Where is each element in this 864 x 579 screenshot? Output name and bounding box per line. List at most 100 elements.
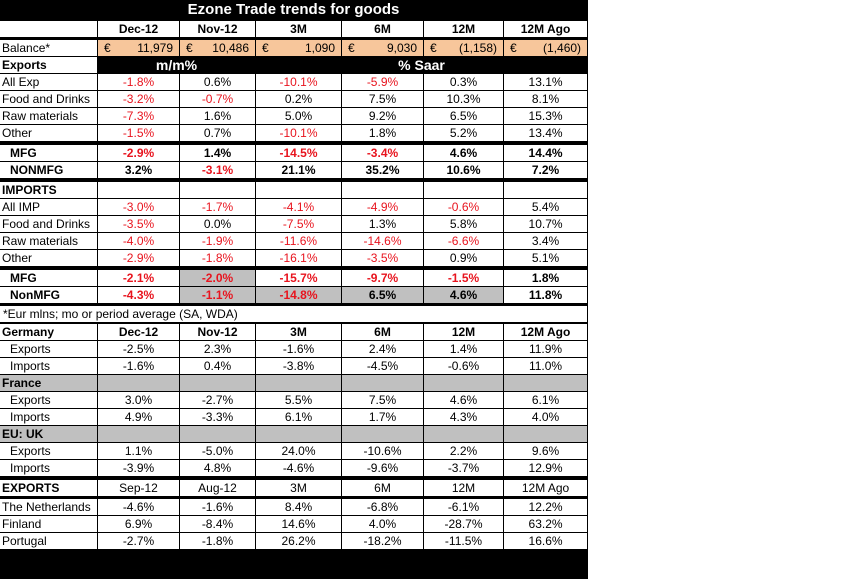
value-cell: 3.0% [98,392,180,409]
value-cell: -3.2% [98,91,180,108]
currency-symbol: € [430,41,437,55]
header-cell: 12M Ago [504,21,589,40]
balance-label: Balance* [0,40,98,57]
table-row: Exports 3.0% -2.7% 5.5% 7.5% 4.6% 6.1% [0,392,589,409]
currency-symbol: € [262,41,269,55]
value-cell: 13.1% [504,74,589,91]
row-label: Exports [0,392,98,409]
value-cell: 6.1% [256,409,342,426]
row-label: All IMP [0,199,98,216]
country-rows: Germany Dec-12 Nov-12 3M 6M 12M 12M Ago Exports… [0,324,589,477]
value-cell: -9.7% [342,267,424,287]
value-cell: -3.9% [98,460,180,477]
value-cell: -2.9% [98,250,180,267]
value-cell: -28.7% [424,516,504,533]
country-header-row: France [0,375,589,392]
currency-symbol: € [104,41,111,55]
value-cell: 12.2% [504,499,589,516]
table-row: Finland 6.9% -8.4% 14.6% 4.0% -28.7% 63.2% [0,516,589,533]
exports2-header-row: EXPORTS Sep-12 Aug-12 3M 6M 12M 12M Ago [0,477,589,499]
value-cell: 1.8% [342,125,424,142]
row-label: Exports [0,341,98,358]
table-row: Imports 4.9% -3.3% 6.1% 1.7% 4.3% 4.0% [0,409,589,426]
exports2-rows: The Netherlands -4.6% -1.6% 8.4% -6.8% -6.1% 1… [0,499,589,550]
value-cell: 6.5% [424,108,504,125]
table-row: Portugal -2.7% -1.8% 26.2% -18.2% -11.5% 16.6% [0,533,589,550]
value-cell: 10.6% [424,162,504,179]
row-label: MFG [0,142,98,162]
value-cell: 9.6% [504,443,589,460]
value-cell: 8.4% [256,499,342,516]
header-cell: Dec-12 [98,21,180,40]
currency-symbol: € [348,41,355,55]
value-cell: 21.1% [256,162,342,179]
value-cell: 16.6% [504,533,589,550]
value-cell: 14.6% [256,516,342,533]
exports-label: Exports [0,57,98,74]
value-cell: 11.8% [504,287,589,304]
value-cell: 0.4% [180,358,256,375]
value-cell: 8.1% [504,91,589,108]
value-cell: -0.6% [424,199,504,216]
value-cell: 26.2% [256,533,342,550]
balance-value: 11,979 [137,41,173,55]
header-cell: 6M [342,477,424,499]
row-label: Raw materials [0,233,98,250]
value-cell: -14.8% [256,287,342,304]
value-cell: -15.7% [256,267,342,287]
imports-label: IMPORTS [0,179,98,199]
value-cell: 4.6% [424,392,504,409]
value-cell: 11.0% [504,358,589,375]
value-cell: 14.4% [504,142,589,162]
header-cell: 6M [342,324,424,341]
value-cell: -1.8% [98,74,180,91]
value-cell: -10.1% [256,125,342,142]
row-label: The Netherlands [0,499,98,516]
table-row: Exports -2.5% 2.3% -1.6% 2.4% 1.4% 11.9% [0,341,589,358]
table-row: All IMP -3.0% -1.7% -4.1% -4.9% -0.6% 5.4% [0,199,589,216]
value-cell: -4.1% [256,199,342,216]
value-cell: 0.3% [424,74,504,91]
value-cell: 7.5% [342,392,424,409]
header-cell: Nov-12 [180,21,256,40]
value-cell: 5.0% [256,108,342,125]
header-cell: 3M [256,477,342,499]
value-cell: -4.6% [98,499,180,516]
header-cell: 6M [342,21,424,40]
value-cell: -3.8% [256,358,342,375]
value-cell: -4.3% [98,287,180,304]
trade-table: Ezone Trade trends for goods Dec-12 Nov-… [0,0,589,550]
table-row: Imports -1.6% 0.4% -3.8% -4.5% -0.6% 11.0% [0,358,589,375]
value-cell: -4.0% [98,233,180,250]
value-cell: 5.1% [504,250,589,267]
country-header-row: EU: UK [0,426,589,443]
table-row: Food and Drinks -3.5% 0.0% -7.5% 1.3% 5.8% 10.… [0,216,589,233]
exports-section-header: Exports m/m% % Saar [0,57,589,74]
value-cell: 0.0% [180,216,256,233]
value-cell: 5.2% [424,125,504,142]
footnote-row: *Eur mlns; mo or period average (SA, WDA… [0,304,589,324]
balance-value: 9,030 [386,41,417,55]
currency-symbol: € [510,41,517,55]
balance-row: Balance* €11,979 €10,486 €1,090 €9,030 €… [0,40,589,57]
row-label: Finland [0,516,98,533]
value-cell: 4.8% [180,460,256,477]
table-title: Ezone Trade trends for goods [0,0,589,21]
value-cell: -3.7% [424,460,504,477]
value-cell: 0.7% [180,125,256,142]
value-cell: -4.5% [342,358,424,375]
header-cell: 12M [424,477,504,499]
row-label: Imports [0,409,98,426]
value-cell: 1.8% [504,267,589,287]
value-cell: 6.1% [504,392,589,409]
value-cell: 2.3% [180,341,256,358]
value-cell: -2.9% [98,142,180,162]
value-cell: -3.3% [180,409,256,426]
value-cell: -4.9% [342,199,424,216]
balance-value: 10,486 [212,41,249,55]
value-cell: -16.1% [256,250,342,267]
value-cell: 0.9% [424,250,504,267]
mm-label: m/m% [98,57,256,74]
value-cell: 5.4% [504,199,589,216]
table-row: MFG -2.9% 1.4% -14.5% -3.4% 4.6% 14.4% [0,142,589,162]
